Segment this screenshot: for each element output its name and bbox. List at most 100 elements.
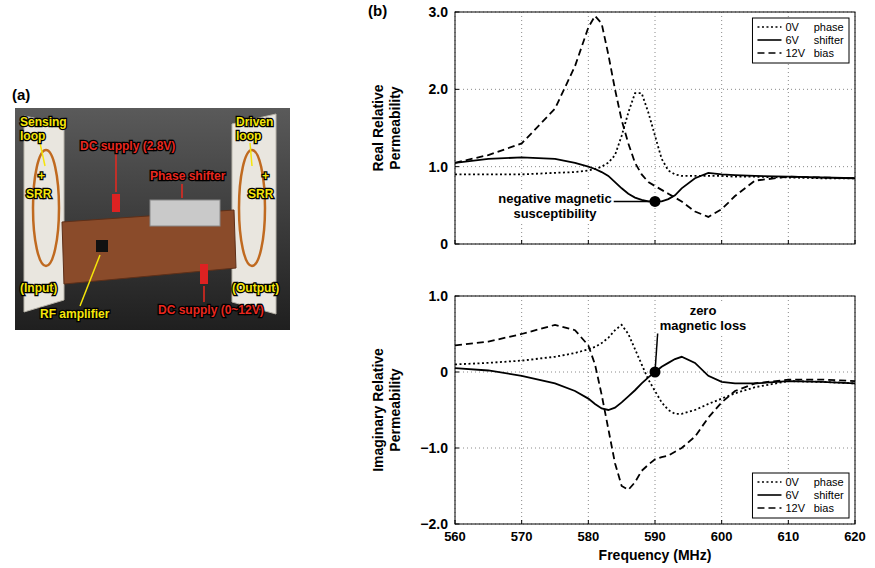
legend-swatch — [757, 481, 781, 483]
legend-label: 12V — [785, 502, 805, 514]
tick-mark — [788, 520, 789, 524]
grid-line — [455, 89, 855, 90]
figure: (a)Sensingloop+SRRDC supply (2.8V)Phase … — [0, 0, 875, 568]
grid-line — [655, 296, 656, 524]
grid-line — [455, 448, 855, 449]
photo-label-line: RF amplifier — [40, 307, 110, 321]
grid-line — [521, 296, 522, 524]
tick-label: 0 — [440, 236, 448, 252]
plot-frame — [455, 12, 855, 244]
legend-title: phaseshifterbias — [814, 476, 844, 514]
tick-label: 1.0 — [429, 159, 449, 175]
tick-mark — [788, 240, 789, 244]
photo-label: (Input) — [20, 281, 57, 295]
legend-label: 0V — [785, 476, 799, 488]
legend-title-line: phase — [814, 21, 844, 33]
photo-label: SRR — [248, 187, 274, 201]
tick-mark — [721, 520, 722, 524]
driven-loop — [239, 150, 265, 266]
tick-label: 620 — [844, 529, 866, 544]
tick-label: 590 — [644, 529, 666, 544]
tick-label: 570 — [511, 529, 533, 544]
series-line — [455, 93, 855, 178]
photo-label: (Output) — [232, 281, 279, 295]
photo-label-line: SRR — [26, 187, 52, 201]
legend-swatch — [757, 26, 781, 28]
annotation-point — [650, 196, 661, 207]
tick-label: 0 — [440, 364, 448, 380]
annotation-patch — [496, 190, 613, 222]
axis-title-line: Real Relative — [370, 84, 386, 171]
grid-line — [655, 12, 656, 244]
page: {"photo_panel":{"letter":"(a)","labels":… — [0, 0, 875, 568]
series-line — [455, 325, 855, 490]
photo — [15, 108, 290, 330]
axis-title-line: Permeability — [387, 86, 403, 169]
annotation: zeromagnetic loss — [650, 302, 749, 378]
legend-label: 0V — [785, 21, 799, 33]
tick-label: 580 — [577, 529, 599, 544]
annotation-text: negative magneticsusceptibility — [498, 191, 611, 221]
tick-label: 3.0 — [429, 4, 449, 20]
grid-line — [721, 12, 722, 244]
tick-label: 1.0 — [429, 288, 449, 304]
series-line — [455, 16, 855, 217]
series-group — [455, 325, 855, 490]
plot-frame — [455, 296, 855, 524]
tick-label: 2.0 — [429, 81, 449, 97]
photo-label-line: loop — [236, 129, 261, 143]
tick-mark — [455, 448, 459, 449]
tick-label: 600 — [711, 529, 733, 544]
annotation-point — [650, 367, 661, 378]
photo-background — [15, 108, 290, 330]
dc-connector — [112, 194, 120, 212]
photo-label-line: SRR — [248, 187, 274, 201]
legend-title-line: bias — [814, 502, 835, 514]
panel-letter: (a) — [12, 86, 30, 103]
legend-box — [752, 473, 849, 518]
axis-title: Imaginary RelativePermeability — [370, 348, 403, 472]
photo-label: Sensingloop — [20, 115, 67, 143]
legend-swatch — [757, 494, 781, 496]
annotation-patch — [658, 302, 749, 334]
photo-label: DC supply (0~12V) — [158, 303, 264, 317]
axis-title: Real RelativePermeability — [370, 84, 403, 171]
legend-swatch — [757, 39, 781, 41]
photo-label-line: (Input) — [20, 281, 57, 295]
tick-mark — [655, 240, 656, 244]
photo-label-line: Phase shifter — [150, 169, 226, 183]
legend-swatch — [757, 52, 781, 54]
series-line — [455, 325, 855, 414]
photo-label-line: + — [38, 169, 45, 183]
photo-label-line: DC supply (2.8V) — [80, 139, 175, 153]
annotation-line: zero — [690, 303, 717, 318]
tick-mark — [455, 89, 459, 90]
photo-label-line: (Output) — [232, 281, 279, 295]
photo-label: + — [262, 169, 269, 183]
legend-title: phaseshifterbias — [814, 21, 844, 59]
tick-mark — [721, 240, 722, 244]
dc-connector — [200, 264, 208, 284]
annotation-line: susceptibility — [513, 206, 597, 221]
legend-box — [752, 18, 849, 63]
tick-mark — [521, 520, 522, 524]
photo-label: DC supply (2.8V) — [80, 139, 175, 153]
photo-label-line: + — [262, 169, 269, 183]
grid-line — [588, 296, 589, 524]
tick-mark — [655, 520, 656, 524]
sensing-loop — [33, 150, 59, 266]
legend-title-line: shifter — [814, 489, 844, 501]
leader-line — [614, 201, 650, 203]
rf-amplifier-chip — [96, 240, 108, 252]
tick-mark — [521, 240, 522, 244]
legend: 0V6V12Vphaseshifterbias — [752, 18, 849, 63]
leader-line — [655, 334, 657, 368]
chart: 0 1.0 2.0 3.0 — [429, 4, 855, 252]
photo-label: SRR — [26, 187, 52, 201]
label-pointer — [203, 286, 205, 302]
axis-title-line: Imaginary Relative — [370, 348, 386, 472]
photo-label-line: Sensing — [20, 115, 67, 129]
annotation-line: negative magnetic — [498, 191, 611, 206]
tick-label: −1.0 — [420, 440, 448, 456]
tick-mark — [588, 520, 589, 524]
